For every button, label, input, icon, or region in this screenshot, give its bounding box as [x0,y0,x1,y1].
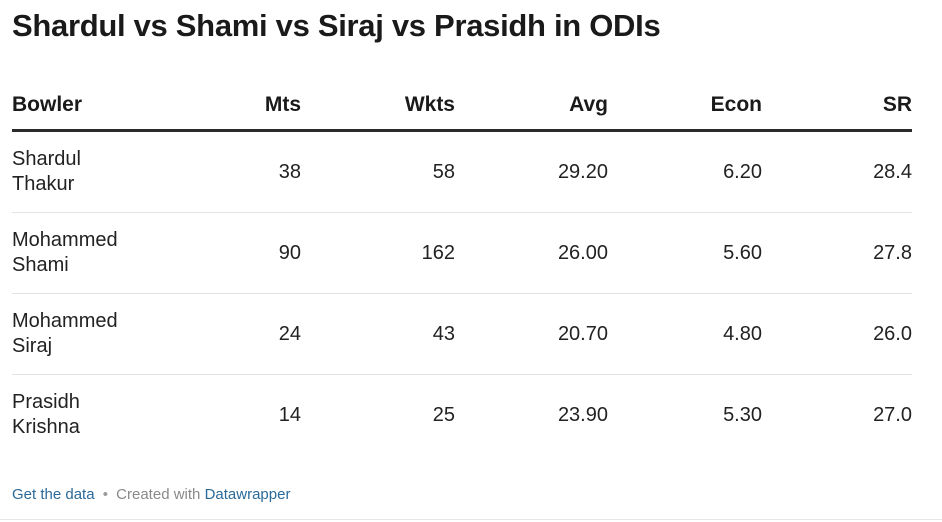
table-row: Mohammed Shami 90 162 26.00 5.60 27.8 [12,212,912,294]
table-row: Prasidh Krishna 14 25 23.90 5.30 27.0 [12,375,912,456]
average-cell: 23.90 [557,403,608,426]
bowler-first-name: Prasidh [12,391,80,413]
strike-rate-cell: 27.0 [873,403,912,426]
bowler-cell: Shardul Thakur [12,130,148,213]
bowler-last-name: Siraj [12,335,53,357]
chart-footer: Get the data • Created with Datawrapper [12,486,290,503]
chart-title: Shardul vs Shami vs Siraj vs Prasidh in … [12,8,661,43]
bowler-last-name: Krishna [12,416,80,438]
strike-rate-cell: 28.4 [762,130,912,213]
matches-cell: 90 [148,212,301,294]
economy-cell: 5.60 [608,212,762,294]
bowler-cell: Mohammed Siraj [12,293,148,375]
get-the-data-link[interactable]: Get the data [12,486,95,503]
column-header-avg[interactable]: Avg [455,80,608,132]
wickets-cell: 43 [301,293,455,375]
datawrapper-link[interactable]: Datawrapper [204,486,291,503]
bowler-last-name: Thakur [12,173,75,195]
economy-cell: 6.20 [608,130,762,213]
column-header-mts[interactable]: Mts [148,80,301,132]
created-with-text: Created with [116,486,201,503]
matches-cell: 38 [148,130,301,213]
wickets-cell: 58 [301,130,455,213]
matches-cell: 14 [278,403,301,426]
bowler-first-name: Mohammed [12,310,118,332]
column-header-bowler[interactable]: Bowler [12,80,148,132]
footer-separator: • [102,486,108,503]
bowler-first-name: Mohammed [12,229,118,251]
column-header-econ[interactable]: Econ [608,80,762,132]
wickets-cell: 25 [432,403,455,426]
column-header-wkts[interactable]: Wkts [301,80,455,132]
table-header-row: Bowler Mts Wkts Avg Econ SR [12,80,912,132]
wickets-cell: 162 [301,212,455,294]
table-row: Shardul Thakur 38 58 29.20 6.20 28.4 [12,130,912,213]
bowler-last-name: Shami [12,254,69,276]
bottom-divider [0,519,942,520]
bowler-first-name: Shardul [12,148,81,170]
table-row: Mohammed Siraj 24 43 20.70 4.80 26.0 [12,293,912,375]
matches-cell: 24 [148,293,301,375]
bowler-cell: Mohammed Shami [12,212,148,294]
strike-rate-cell: 27.8 [762,212,912,294]
economy-cell: 4.80 [608,293,762,375]
average-cell: 26.00 [455,212,608,294]
economy-cell: 5.30 [723,403,762,426]
average-cell: 20.70 [455,293,608,375]
strike-rate-cell: 26.0 [762,293,912,375]
bowler-cell: Prasidh Krishna [12,375,148,456]
average-cell: 29.20 [455,130,608,213]
column-header-sr[interactable]: SR [762,80,912,132]
stats-table: Bowler Mts Wkts Avg Econ SR Shardul Thak… [12,80,912,455]
